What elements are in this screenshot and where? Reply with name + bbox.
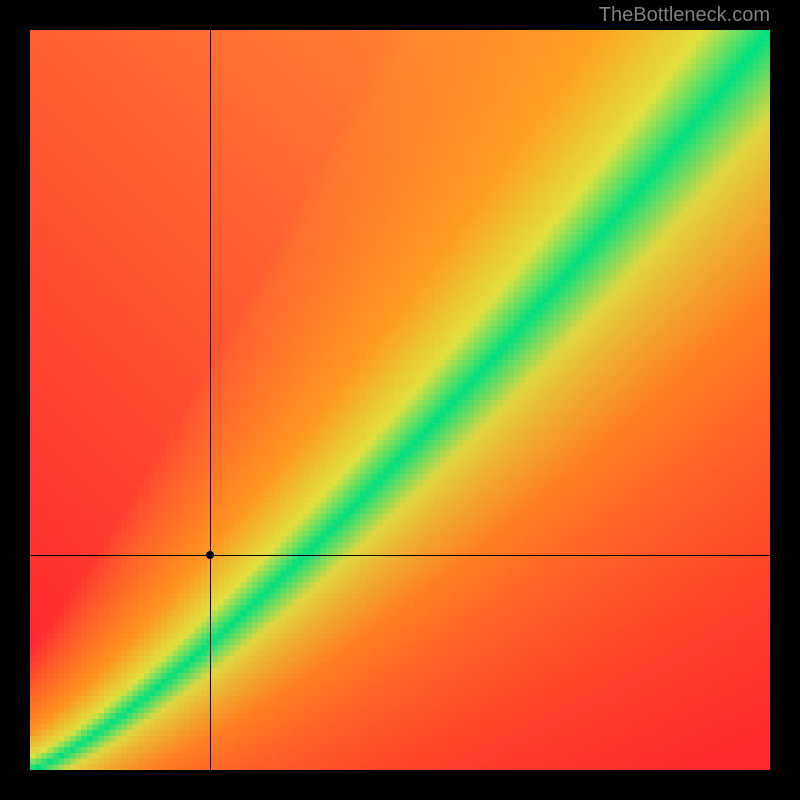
watermark-text: TheBottleneck.com: [599, 4, 770, 27]
crosshair-marker: [206, 551, 214, 559]
crosshair-vertical: [210, 30, 211, 770]
plot-area: [30, 30, 770, 770]
crosshair-horizontal: [30, 555, 770, 556]
heatmap-canvas: [30, 30, 770, 770]
